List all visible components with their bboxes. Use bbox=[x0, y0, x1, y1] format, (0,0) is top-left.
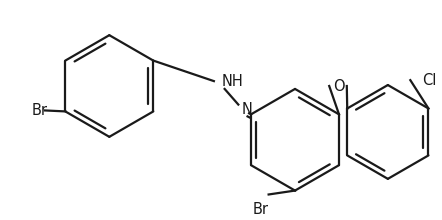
Text: Cl: Cl bbox=[422, 73, 436, 88]
Text: Br: Br bbox=[31, 103, 47, 118]
Text: O: O bbox=[333, 79, 345, 94]
Text: N: N bbox=[241, 102, 252, 117]
Text: NH: NH bbox=[222, 74, 244, 89]
Text: Br: Br bbox=[253, 202, 269, 217]
